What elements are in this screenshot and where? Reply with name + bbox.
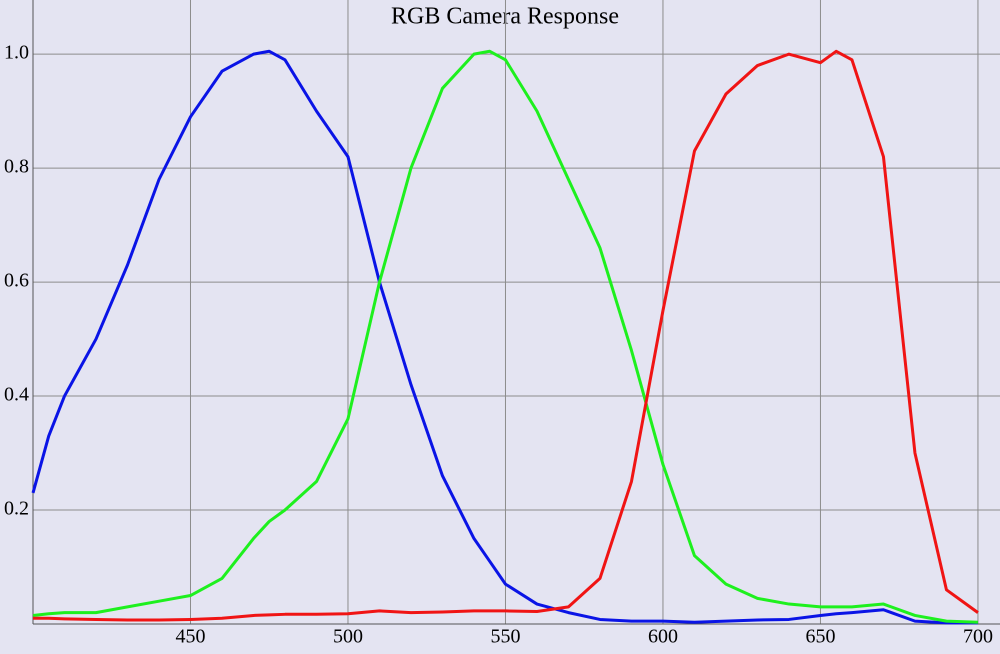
x-tick-label: 700	[963, 626, 993, 648]
y-tick-label: 1.0	[4, 42, 29, 64]
x-tick-label: 650	[805, 626, 835, 648]
y-tick-label: 0.2	[4, 498, 29, 520]
series-line	[32, 49, 979, 624]
series-line	[31, 49, 978, 625]
x-tick-label: 600	[648, 626, 678, 648]
x-tick-label: 550	[490, 626, 520, 648]
x-tick-label: 450	[175, 626, 205, 648]
y-tick-label: 0.8	[4, 156, 29, 178]
series-line	[33, 49, 979, 622]
y-tick-label: 0.4	[4, 384, 29, 406]
x-tick-label: 500	[333, 626, 363, 648]
y-tick-label: 0.6	[4, 270, 29, 292]
